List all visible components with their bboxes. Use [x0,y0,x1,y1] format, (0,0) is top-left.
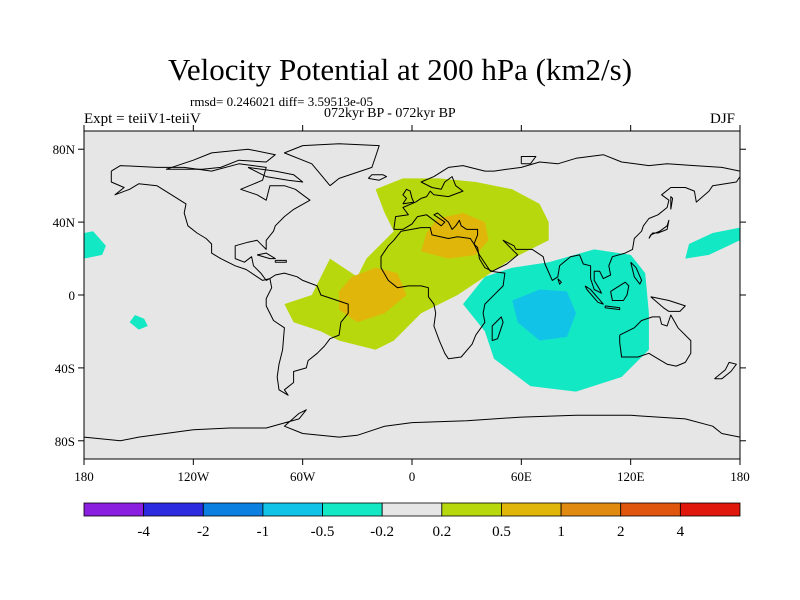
coastline-22 [520,156,537,165]
lon-tick-label: 60W [290,469,316,484]
coastline-17 [557,278,562,285]
colorbar-box [381,502,443,517]
colorbar-label: 2 [617,524,625,540]
region-indian-ocean-core-negative [512,289,576,341]
lon-tick-label: 180 [730,469,750,484]
stats-text: rmsd= 0.246021 diff= 3.59513e-05 [190,94,374,109]
colorbar-label: -4 [137,524,150,540]
colorbar-box [83,502,145,517]
colorbar-box [202,502,264,517]
coastline-11 [584,285,604,305]
lat-tick-label: 40N [53,215,76,230]
colorbar-label: -0.5 [311,524,335,540]
lon-tick-label: 120W [177,469,210,484]
coastline-3 [380,227,506,360]
coastline-5 [619,314,692,367]
colorbar-label: 0.2 [432,524,451,540]
coastline-20 [165,148,276,170]
region-central-pacific-small-negative [129,315,148,330]
coastlines [84,143,740,442]
colorbar-box [560,502,622,517]
coastline-13 [610,281,630,301]
lat-tick-label: 40S [55,361,75,376]
lat-tick-label: 80S [55,434,75,449]
coastline-9 [648,219,670,239]
lat-tick-label: 80N [53,142,76,157]
colorbar-box [679,502,741,517]
map-title: Velocity Potential at 200 hPa (km2/s) [167,52,633,87]
colorbar-label: 4 [677,524,685,540]
colorbar-box [441,502,502,517]
season-label: DJF [710,111,736,127]
coastline-1 [265,272,349,396]
coastline-0 [110,163,311,281]
colorbar-box [322,502,383,517]
period-text: 072kyr BP - 072kyr BP [324,106,456,121]
lon-tick-label: 120E [617,469,645,484]
colorbar-label: 0.5 [492,524,511,540]
colorbar-label: -2 [197,524,210,540]
region-west-pacific-negative [685,227,740,259]
coastline-12 [604,305,621,311]
lon-tick-label: 180 [74,469,94,484]
coastline-4 [393,154,740,294]
coastline-10 [491,316,504,342]
experiment-label: Expt = teiiV1-teiiV [84,111,201,127]
anomaly-regions [84,178,740,392]
region-east-pacific-negative [84,231,106,259]
map-axes: 180 120W 60W 0 60E 120E 180 80N 40N 0 40S 80S [53,125,750,484]
lon-tick-label: 60E [511,469,532,484]
colorbar-box [143,502,204,517]
coastline-18 [256,252,276,260]
coastline-7 [402,188,415,205]
colorbar-label: 1 [557,524,565,540]
coastline-19 [274,259,287,263]
coastline-21 [247,166,304,183]
colorbar-label: -0.2 [370,524,394,540]
coastline-23 [670,196,674,210]
coastline-2 [283,143,380,187]
coastline-8 [367,174,387,181]
lat-tick-label: 0 [69,288,76,303]
colorbar-box [262,502,323,517]
coastline-16 [630,261,643,285]
coastline-15 [714,361,737,380]
lon-tick-label: 0 [409,469,416,484]
colorbar-box [620,502,681,517]
colorbar-label: -1 [257,524,270,540]
colorbar-box [501,502,562,517]
region-middle-east-positive [421,213,489,259]
coastline-6 [84,409,740,442]
coastline-14 [650,296,686,312]
colorbar: -4 -2 -1 -0.5 -0.2 0.2 0.5 1 2 4 [83,502,741,540]
